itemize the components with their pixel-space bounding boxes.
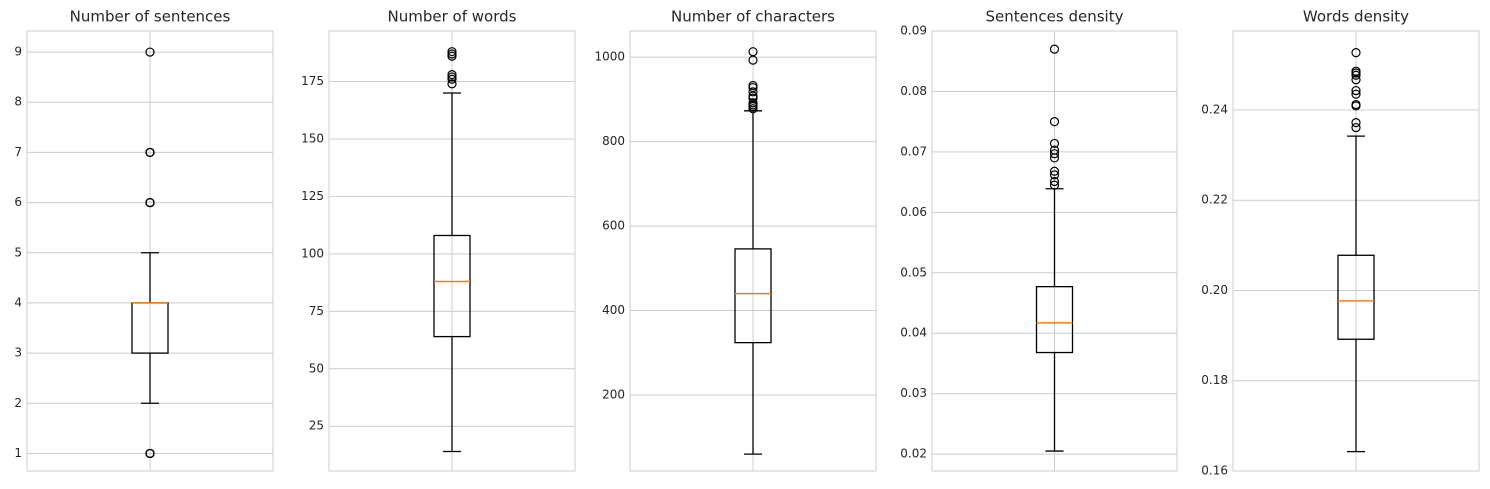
outlier-point [447,70,457,80]
y-tick-label: 125 [301,189,324,203]
outliers [1049,44,1060,190]
gridlines [27,31,273,471]
y-tick-label: 0.03 [900,386,927,400]
outlier-point [447,47,457,57]
y-tick-label: 0.02 [900,447,927,461]
outliers [1351,48,1361,133]
y-tick-label: 200 [602,387,625,401]
y-tick-labels: 25 50 75 100 125 150 175 [301,74,324,433]
outlier-point [145,147,155,158]
outliers [748,47,758,114]
plot-frame [26,30,274,472]
y-tick-label: 400 [602,303,625,317]
outlier-point [447,72,457,82]
boxplot-panel-2: 25 50 75 100 125 150 175 Number of words [301,8,576,472]
outlier-point [1049,44,1060,54]
outlier-point [748,80,758,91]
iqr-box [1337,254,1375,340]
y-tick-labels: 0.16 0.18 0.20 0.22 0.24 [1201,102,1228,477]
outlier-point [1049,166,1060,176]
plot-frame [931,30,1178,472]
chart-title: Number of words [388,8,517,26]
outlier-point [145,47,155,57]
outlier-point [1351,66,1361,76]
outlier-point [1049,170,1060,180]
chart-title: Words density [1303,8,1409,26]
y-tick-label: 0.07 [900,144,927,158]
chart-title: Sentences density [986,8,1124,26]
y-tick-label: 2 [14,396,22,410]
y-tick-label: 0.08 [900,84,927,98]
y-tick-label: 0.20 [1201,283,1228,297]
y-tick-label: 4 [14,295,22,309]
y-tick-label: 9 [14,45,22,59]
outlier-point [1351,122,1361,133]
y-tick-label: 0.04 [900,326,927,340]
boxplot-panel-3: 200 400 600 800 1000 Number of characters [594,8,877,472]
y-tick-label: 800 [602,134,625,148]
y-tick-label: 5 [14,245,22,259]
y-tick-label: 100 [301,246,324,260]
outlier-point [447,49,457,59]
chart-title: Number of sentences [70,8,231,26]
y-tick-label: 0.09 [900,24,927,38]
outlier-point [1351,89,1361,99]
outlier-point [748,87,758,97]
outlier-point [447,51,457,61]
y-tick-label: 0.05 [900,265,927,279]
y-tick-label: 0.22 [1201,193,1228,207]
outlier-point [1049,117,1060,127]
outlier-point [1351,48,1361,58]
outlier-point [1351,99,1361,110]
y-tick-label: 0.18 [1201,373,1228,387]
chart-title: Number of characters [671,8,835,26]
y-tick-label: 0.16 [1201,464,1228,478]
iqr-box [1035,286,1074,354]
y-tick-label: 175 [301,74,324,88]
outlier-point [145,197,155,208]
plot-frame [328,30,576,472]
outliers [145,47,155,459]
outlier-point [1351,85,1361,96]
y-tick-labels: 1 2 3 4 5 6 7 8 9 [14,45,22,460]
iqr-box [433,234,471,338]
y-tick-label: 1 [14,446,22,460]
outlier-point [145,448,155,459]
boxplot-panel-5: 0.16 0.18 0.20 0.22 0.24 Words density [1201,8,1480,478]
plot-frame [629,30,877,472]
y-tick-label: 7 [14,145,22,159]
y-tick-label: 150 [301,131,324,145]
outliers [447,47,457,89]
y-tick-labels: 0.02 0.03 0.04 0.05 0.06 0.07 0.08 0.09 [900,24,927,461]
outlier-point [1351,118,1361,128]
y-tick-label: 8 [14,95,22,109]
y-tick-label: 600 [602,219,625,233]
y-tick-label: 6 [14,195,22,209]
y-tick-label: 0.06 [900,205,927,219]
y-tick-label: 75 [309,304,324,318]
outlier-point [447,74,457,84]
outlier-point [1049,176,1060,187]
iqr-box [734,248,772,344]
y-tick-label: 0.24 [1201,102,1228,116]
outlier-point [1049,180,1060,190]
outlier-point [1049,138,1060,149]
y-tick-label: 50 [309,361,324,375]
plot-frame [1232,30,1480,472]
outlier-point [447,79,457,89]
outlier-point [748,47,758,57]
y-tick-label: 3 [14,346,22,360]
y-tick-label: 25 [309,419,324,433]
y-tick-labels: 200 400 600 800 1000 [594,50,625,402]
outlier-point [1049,145,1060,155]
boxplot-panel-1: 1 2 3 4 5 6 7 8 9 Number of sentences [14,8,274,472]
outlier-point [748,98,758,108]
outlier-point [1049,149,1060,159]
y-tick-label: 1000 [594,50,625,64]
boxplot-panel-4: 0.02 0.03 0.04 0.05 0.06 0.07 0.08 0.09 Sentence… [900,8,1178,472]
